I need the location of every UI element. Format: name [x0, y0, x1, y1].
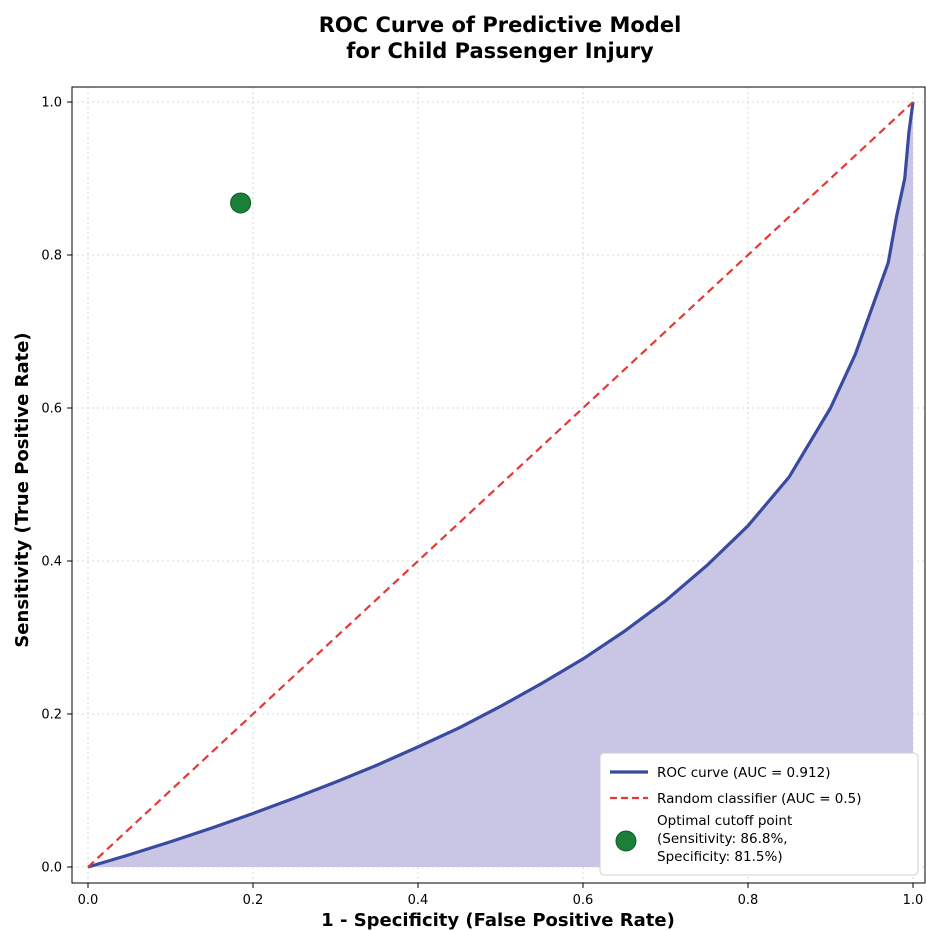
x-tick-label-5: 1.0: [903, 893, 924, 908]
plot-area: [87, 101, 915, 869]
y-tick-label-2: 0.4: [41, 555, 62, 570]
y-tick-label-1: 0.2: [41, 708, 62, 723]
chart-title-line-1: ROC Curve of Predictive Model: [319, 13, 682, 37]
x-tick-label-4: 0.8: [738, 893, 759, 908]
plot-frame: [71, 86, 926, 884]
x-tick-label-3: 0.6: [573, 893, 594, 908]
legend-cutoff-detail-1: (Sensitivity: 86.8%,: [657, 831, 788, 847]
x-axis-label: 1 - Specificity (False Positive Rate): [321, 910, 675, 931]
ticks: 0.0 0.2 0.4 0.6 0.8 1.0 0.0 0.2 0.4 0.6 0.8 1.0: [41, 96, 923, 909]
chart-title-line-2: for Child Passenger Injury: [346, 39, 654, 63]
y-tick-label-4: 0.8: [41, 249, 62, 264]
legend-cutoff-detail-2: Specificity: 81.5%): [657, 849, 783, 865]
legend-random-label: Random classifier (AUC = 0.5): [657, 791, 862, 807]
y-tick-label-3: 0.6: [41, 402, 62, 417]
roc-curve-line: [87, 101, 915, 869]
y-axis-label: Sensitivity (True Positive Rate): [12, 332, 33, 647]
y-tick-label-5: 1.0: [41, 96, 62, 111]
roc-area-fill: [88, 102, 913, 867]
legend-cutoff-label: Optimal cutoff point: [657, 813, 792, 829]
legend-box: [599, 752, 919, 876]
x-tick-label-1: 0.2: [243, 893, 264, 908]
legend: ROC curve (AUC = 0.912) Random classifie…: [599, 752, 919, 876]
legend-cutoff-swatch: [615, 830, 637, 852]
legend-roc-label: ROC curve (AUC = 0.912): [657, 765, 830, 781]
y-tick-label-0: 0.0: [41, 861, 62, 876]
x-tick-label-2: 0.4: [408, 893, 429, 908]
x-tick-label-0: 0.0: [78, 893, 99, 908]
optimal-cutoff-point: [230, 192, 252, 214]
random-classifier-line: [87, 101, 914, 868]
